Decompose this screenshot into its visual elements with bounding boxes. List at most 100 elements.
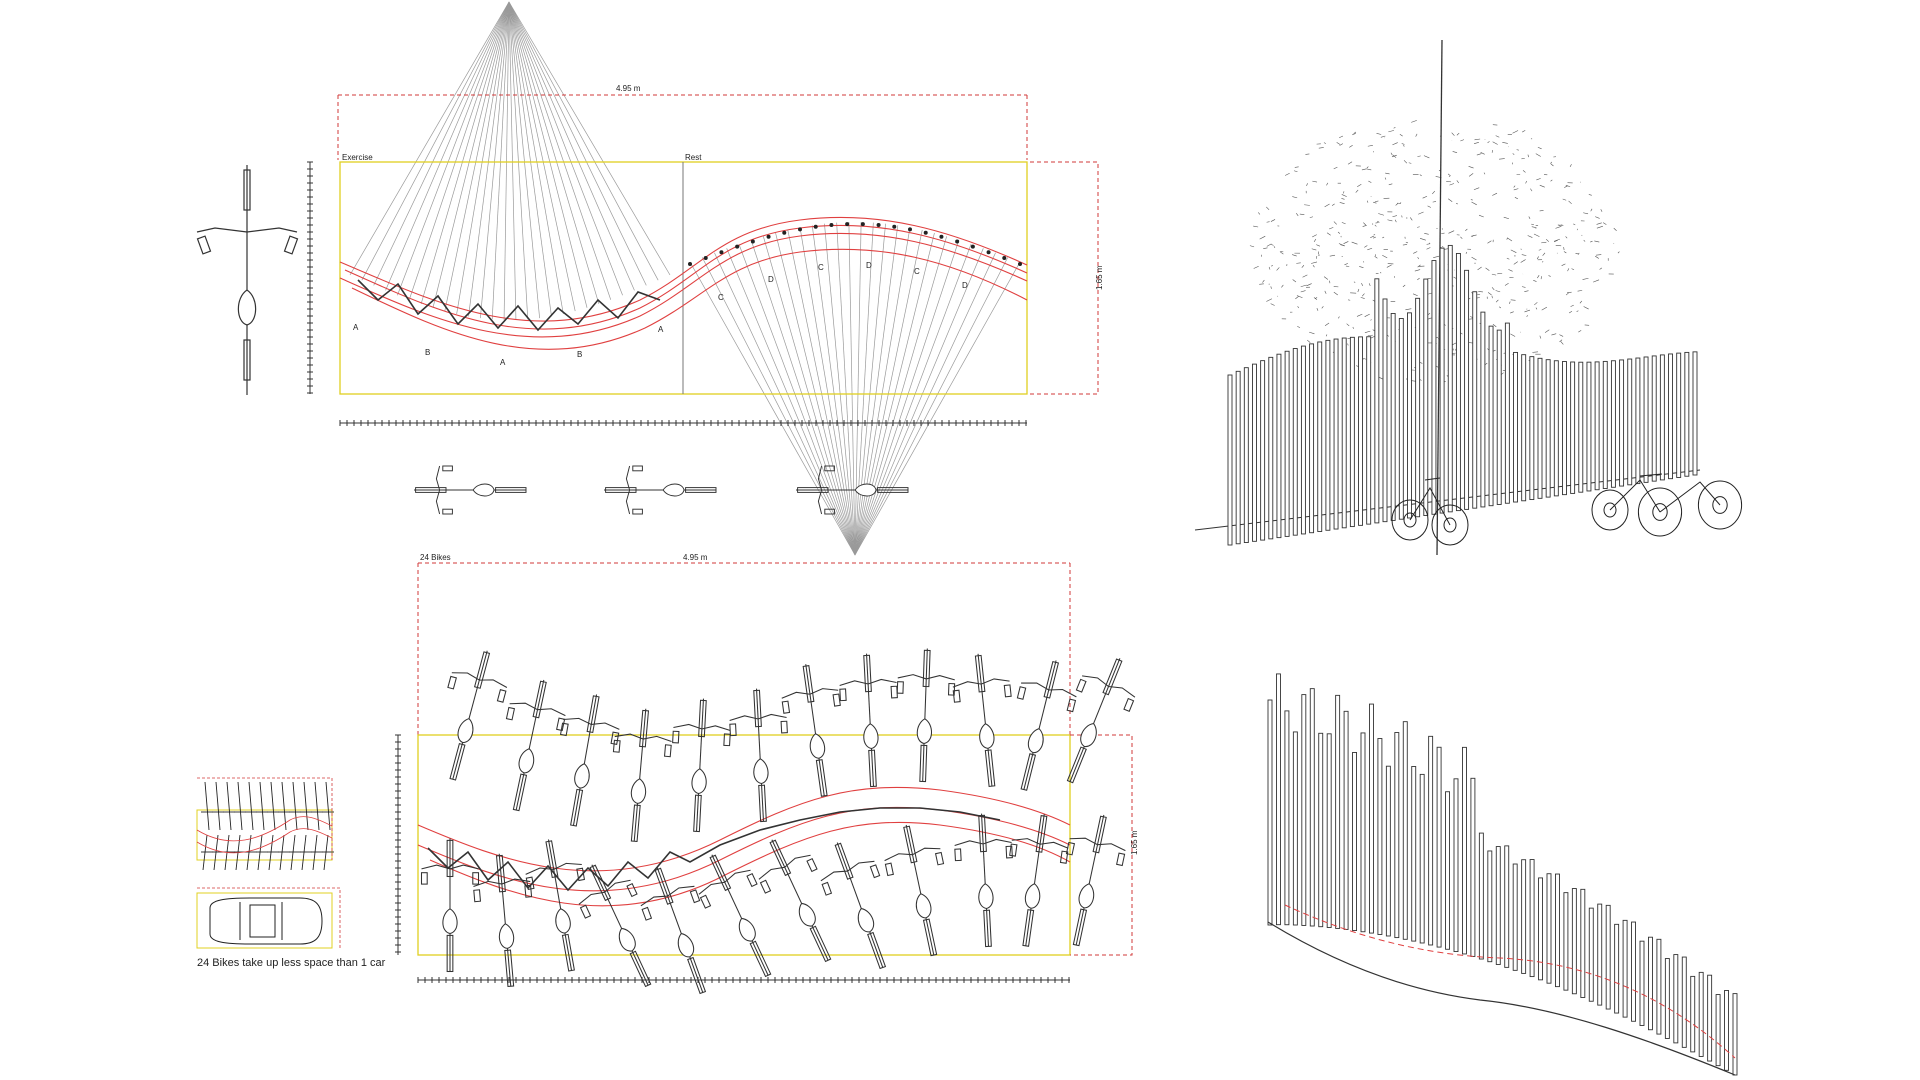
fence-post — [1360, 732, 1366, 933]
rack-post — [970, 244, 975, 249]
fence-post — [1594, 361, 1600, 491]
bike-icon — [1016, 660, 1077, 791]
mini-bike — [268, 834, 274, 871]
fence-post — [1673, 954, 1679, 1044]
zone-letter: B — [577, 350, 582, 359]
bike-icon — [473, 853, 533, 988]
horizontal-scale-bar — [339, 420, 1027, 426]
zone-letter: C — [818, 263, 824, 272]
bike-icon — [884, 824, 945, 957]
rack-post — [1018, 262, 1022, 266]
rack-post — [750, 239, 755, 244]
bike-icon — [820, 842, 887, 970]
fence-post — [1586, 361, 1592, 492]
fence-post — [1643, 356, 1649, 483]
fence-post — [1407, 312, 1412, 519]
fence-post — [1668, 353, 1673, 480]
layout-depth-dimension: 1.65 m — [1070, 734, 1139, 956]
fence-post — [1453, 778, 1459, 953]
fence-post — [1488, 325, 1494, 507]
fence-post — [1382, 298, 1388, 523]
rack-post — [719, 250, 724, 255]
rack-post — [782, 230, 787, 235]
fence-post — [1545, 359, 1551, 498]
plan-rack-curve — [339, 216, 1028, 350]
bike-icon — [505, 679, 566, 812]
rack-post — [829, 223, 834, 228]
mini-bike — [215, 781, 221, 831]
rack-post — [923, 230, 928, 235]
mini-layout-bikes — [201, 781, 334, 871]
fence-post — [1605, 904, 1611, 1010]
fence-post — [1656, 938, 1662, 1035]
car-frame — [196, 892, 333, 949]
fence-post — [1732, 993, 1738, 1076]
bike-icon — [698, 854, 772, 978]
mini-bike — [237, 781, 243, 831]
mini-bike — [246, 834, 252, 871]
fence-post — [1276, 353, 1282, 539]
fence-post — [1546, 873, 1552, 984]
fence-post — [1690, 975, 1696, 1053]
mini-bike — [290, 834, 296, 871]
fence-post — [1715, 994, 1721, 1067]
bike-icon — [839, 653, 898, 788]
fence-post — [1555, 873, 1560, 988]
tree-trunk — [1436, 39, 1443, 556]
fence-post — [1504, 322, 1510, 504]
fence-post — [1394, 732, 1400, 939]
fence-post — [1309, 688, 1315, 927]
fence-post — [1439, 247, 1445, 514]
vertical-scale-bar — [307, 161, 313, 394]
mini-bike — [323, 834, 329, 871]
fence-post — [1504, 845, 1510, 968]
bike-wheel — [1697, 480, 1743, 530]
car-icon — [209, 897, 323, 945]
fence-post — [1478, 832, 1484, 960]
mini-bike — [248, 781, 254, 831]
rack-post — [986, 250, 991, 255]
fence-post — [1333, 338, 1339, 530]
fence-post — [1580, 888, 1586, 998]
axonometric-fence — [1267, 673, 1738, 1076]
fence-post — [1462, 746, 1467, 955]
bike-wheel — [1431, 504, 1469, 546]
rack-post — [688, 262, 692, 266]
mini-bike — [281, 781, 287, 831]
zone-letter: A — [353, 323, 359, 332]
layout-vertical-scale — [395, 734, 401, 955]
bike-icon — [1066, 658, 1136, 784]
mini-bike — [226, 781, 232, 831]
bike-plan-row — [413, 465, 909, 515]
zone-letter: D — [768, 275, 774, 284]
fence-post — [1707, 974, 1713, 1062]
fence-post — [1571, 888, 1577, 995]
layout-bikes — [420, 648, 1136, 995]
upper-construction-fan — [349, 1, 671, 320]
fence-post — [1268, 356, 1274, 540]
fence-post — [1627, 358, 1633, 486]
bike-wheel — [1637, 487, 1683, 537]
fence-post — [1635, 357, 1641, 485]
bike-icon — [612, 708, 672, 843]
mini-bike — [312, 834, 318, 871]
rack-post — [813, 224, 818, 229]
fence-posts-perspective — [1227, 244, 1698, 546]
fence-post — [1227, 374, 1233, 546]
bike-icon — [420, 838, 480, 973]
bike-icon — [758, 839, 832, 963]
bike-icon — [640, 867, 707, 995]
mini-bike — [213, 834, 219, 871]
fence-post — [1423, 278, 1429, 516]
mini-bike — [301, 834, 307, 871]
bike-icon — [954, 813, 1013, 948]
fence-post — [1614, 923, 1620, 1014]
fence-post — [1631, 921, 1636, 1022]
fence-post — [1300, 345, 1306, 535]
zone-letter: C — [914, 267, 920, 276]
fence-post — [1676, 352, 1682, 478]
fence-post — [1366, 336, 1372, 525]
fence-post — [1402, 721, 1408, 940]
rack-post — [798, 227, 802, 232]
